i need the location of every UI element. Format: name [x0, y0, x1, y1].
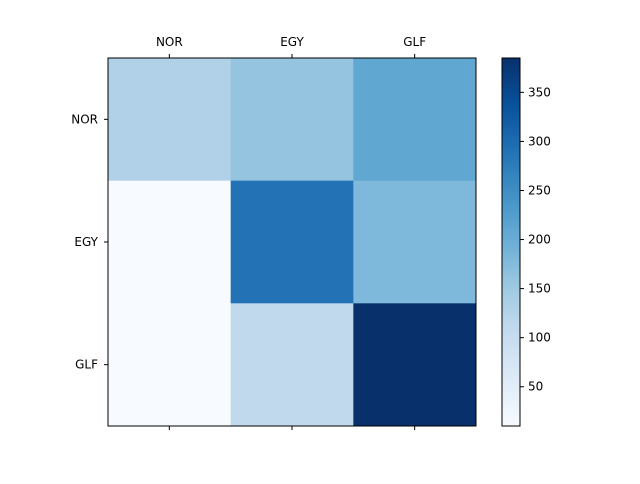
heatmap-cell-nor-egy: [230, 58, 354, 182]
heatmap-cell-egy-glf: [353, 180, 477, 304]
heatmap-cell-egy-egy: [230, 180, 354, 304]
heatmap-cell-egy-nor: [108, 180, 232, 304]
heatmap-cell-glf-egy: [230, 303, 354, 427]
x-tick-label: GLF: [403, 35, 426, 49]
heatmap-cell-glf-glf: [353, 303, 477, 427]
heatmap-cells: [108, 58, 477, 427]
colorbar-tick-label: 350: [528, 85, 551, 99]
colorbar-tick-label: 50: [528, 380, 543, 394]
x-tick-label: EGY: [280, 35, 304, 49]
colorbar-tick-label: 150: [528, 282, 551, 296]
x-axis-top: NOR EGY GLF: [156, 35, 426, 58]
y-tick-label: NOR: [71, 112, 98, 126]
y-axis: NOR EGY GLF: [71, 112, 108, 372]
colorbar-tick-label: 300: [528, 134, 551, 148]
colorbar-frame: [501, 57, 521, 427]
x-axis-bottom-ticks: [168, 426, 416, 430]
colorbar-tick-label: 250: [528, 183, 551, 197]
colorbar-tick-label: 100: [528, 331, 551, 345]
colorbar-tick-label: 200: [528, 233, 551, 247]
colorbar-ticks: 50 100 150 200 250 300 350: [520, 85, 551, 394]
y-tick-label: EGY: [74, 235, 98, 249]
x-tick-label: NOR: [156, 35, 183, 49]
y-tick-label: GLF: [75, 358, 98, 372]
heatmap-cell-glf-nor: [108, 303, 232, 427]
colorbar: [502, 58, 520, 426]
heatmap-cell-nor-glf: [353, 58, 477, 182]
heatmap-cell-nor-nor: [108, 58, 232, 182]
